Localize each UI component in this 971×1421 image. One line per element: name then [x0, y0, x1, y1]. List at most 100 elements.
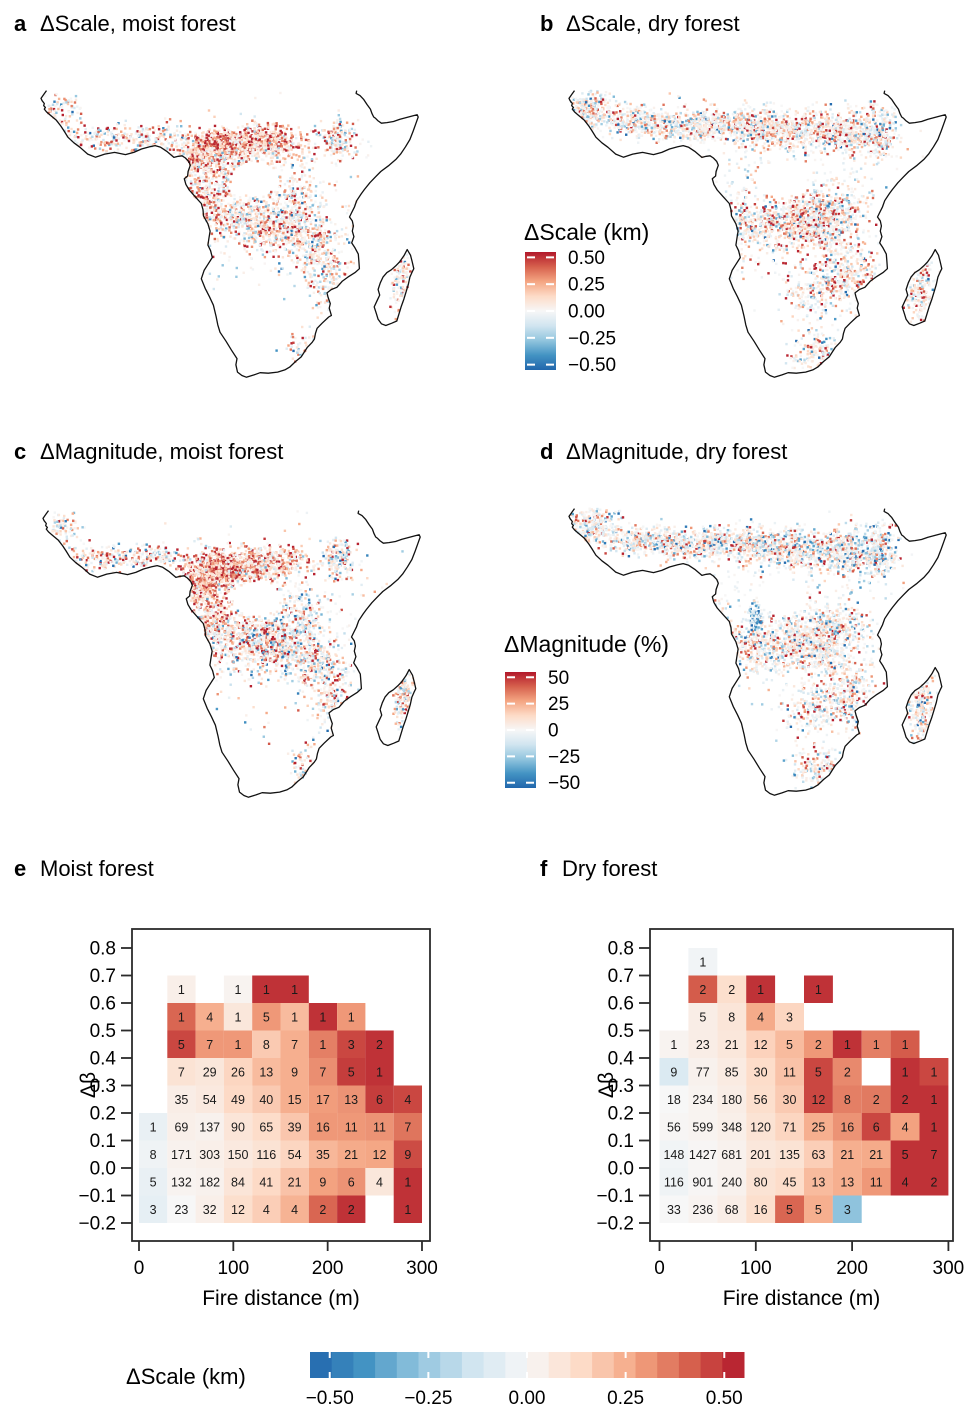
map-dot — [703, 121, 705, 123]
map-dot — [590, 98, 592, 100]
map-dot — [262, 230, 264, 232]
map-dot — [322, 261, 324, 263]
map-dot — [345, 205, 347, 207]
map-dot — [287, 180, 289, 182]
map-dot — [719, 122, 721, 124]
map-dot — [713, 124, 715, 126]
map-dot — [407, 257, 409, 259]
map-dot — [348, 153, 350, 155]
panel-c-letter: c — [14, 439, 26, 464]
map-dot — [655, 135, 657, 137]
map-dot — [218, 275, 220, 277]
map-dot — [115, 128, 117, 130]
map-dot — [244, 245, 246, 247]
map-dot — [274, 191, 276, 193]
map-dot — [214, 224, 216, 226]
map-dot — [284, 139, 286, 141]
map-dot — [295, 191, 297, 193]
map-dot — [305, 254, 307, 256]
map-dot — [252, 232, 254, 234]
map-dot — [220, 185, 222, 187]
map-dot — [736, 114, 738, 116]
map-dot — [394, 276, 396, 278]
map-dot — [351, 156, 353, 158]
map-dot — [313, 259, 315, 261]
map-dot — [222, 199, 224, 201]
map-dot — [301, 148, 303, 150]
map-dot — [608, 127, 610, 129]
map-dot — [184, 137, 186, 139]
map-dot — [408, 268, 410, 270]
map-dot — [231, 155, 233, 157]
map-dot — [328, 144, 330, 146]
map-dot — [104, 144, 106, 146]
map-dot — [233, 168, 235, 170]
map-dot — [298, 225, 300, 227]
map-dot — [259, 132, 261, 134]
map-dot — [243, 272, 245, 274]
map-dot — [280, 214, 282, 216]
map-dot — [324, 154, 326, 156]
map-dot — [346, 266, 348, 268]
map-dot — [344, 233, 346, 235]
map-dot — [321, 253, 323, 255]
map-dot — [278, 270, 280, 272]
map-dot — [309, 295, 311, 297]
map-dot — [675, 113, 677, 115]
map-dot — [729, 117, 731, 119]
map-dot — [284, 183, 286, 185]
map-dot — [291, 166, 293, 168]
map-dot — [211, 190, 213, 192]
map-dot — [69, 115, 71, 117]
map-dot — [245, 161, 247, 163]
map-dot — [285, 216, 287, 218]
map-dot — [161, 134, 163, 136]
map-dot — [318, 302, 320, 304]
map-dot — [571, 97, 573, 99]
map-dot — [284, 202, 286, 204]
map-dot — [391, 273, 393, 275]
map-dot — [313, 177, 315, 179]
map-dot — [629, 108, 631, 110]
map-dot — [597, 104, 599, 106]
map-dot — [304, 145, 306, 147]
map-dot — [635, 109, 637, 111]
map-dot — [253, 235, 255, 237]
map-dot — [213, 209, 215, 211]
map-dot — [80, 144, 82, 146]
map-dot — [322, 244, 324, 246]
map-dot — [236, 149, 238, 151]
map-dot — [233, 138, 235, 140]
map-dot — [208, 179, 210, 181]
map-dot — [681, 121, 683, 123]
map-dot — [653, 112, 655, 114]
map-dot — [202, 156, 204, 158]
map-dot — [317, 316, 319, 318]
map-dot — [210, 199, 212, 201]
map-dot — [332, 248, 334, 250]
map-dot — [70, 101, 72, 103]
map-dot — [334, 234, 336, 236]
map-dot — [229, 139, 231, 141]
map-dot — [208, 185, 210, 187]
map-dot — [587, 93, 589, 95]
map-dot — [306, 155, 308, 157]
map-dot — [608, 107, 610, 109]
map-dot — [179, 153, 181, 155]
map-dot — [203, 204, 205, 206]
map-dot — [318, 254, 320, 256]
map-dot — [338, 109, 340, 111]
map-dot — [264, 221, 266, 223]
map-dot — [245, 157, 247, 159]
map-dot — [324, 134, 326, 136]
map-dot — [241, 148, 243, 150]
map-dot — [307, 227, 309, 229]
map-dot — [229, 131, 231, 133]
map-dot — [212, 216, 214, 218]
map-dot — [288, 228, 290, 230]
map-dot — [679, 137, 681, 139]
map-dot — [629, 128, 631, 130]
map-dot — [325, 203, 327, 205]
map-dot — [323, 265, 325, 267]
map-dot — [166, 121, 168, 123]
